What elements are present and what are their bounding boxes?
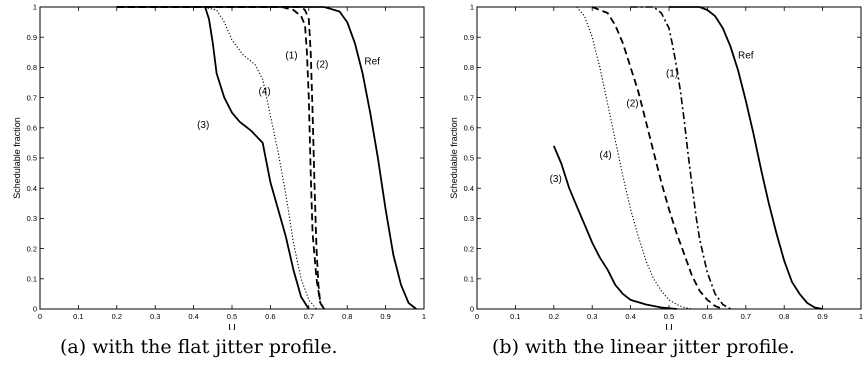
chart-linear-jitter: 0 0.1 0.2 0.3 0.4 0.5 0.6 0.7 0.8 0.9 1 0 0.1 0.2 0.3 0…: [449, 3, 863, 334]
series-line-2: [591, 6, 724, 310]
x-tick-label: 0.2: [549, 312, 559, 321]
y-tick-label: 0.8: [464, 63, 474, 72]
caption-flat-jitter: (a) with the flat jitter profile.: [60, 336, 338, 358]
x-tick-label: 1: [859, 312, 863, 321]
x-tick-label: 0.3: [587, 312, 597, 321]
y-tick-label: 0.8: [27, 63, 37, 72]
x-tick-label: 0.4: [625, 312, 635, 321]
series-label-ref: Ref: [364, 56, 380, 67]
y-axis-label: Schedulable fraction: [12, 117, 22, 199]
chart-flat-jitter: 0 0.1 0.2 0.3 0.4 0.5 0.6 0.7 0.8 0.9 1 0 0.1 0.2 0.3 0…: [12, 3, 426, 334]
series-label-4: (4): [259, 87, 271, 98]
series-line-4: [576, 6, 693, 310]
series-line-1: [630, 6, 731, 310]
y-tick-label: 0.4: [27, 184, 37, 193]
y-tick-label: 0.1: [464, 275, 474, 284]
x-axis-label: U: [665, 322, 673, 330]
x-tick-label: 0: [475, 312, 479, 321]
x-tick-label: 1: [422, 312, 426, 321]
plot-frame: [39, 6, 425, 310]
y-tick-label: 0.1: [27, 275, 37, 284]
plot-frame: [476, 6, 862, 310]
x-tick-label: 0.9: [817, 312, 827, 321]
x-tick-label: 0.3: [150, 312, 160, 321]
x-tick-label: 0.1: [73, 312, 83, 321]
series-label-ref: Ref: [738, 50, 754, 61]
chart-panel-flat-jitter: 0 0.1 0.2 0.3 0.4 0.5 0.6 0.7 0.8 0.9 1 0 0.1 0.2 0.3 0…: [0, 0, 428, 335]
chart-panel-linear-jitter: 0 0.1 0.2 0.3 0.4 0.5 0.6 0.7 0.8 0.9 1 0 0.1 0.2 0.3 0…: [437, 0, 865, 335]
series-label-2: (2): [626, 99, 638, 110]
series-label-4: (4): [600, 150, 612, 161]
x-tick-label: 0.4: [188, 312, 198, 321]
x-tick-label: 0.8: [779, 312, 789, 321]
caption-linear-jitter: (b) with the linear jitter profile.: [492, 336, 795, 358]
y-tick-label: 0.2: [27, 244, 37, 253]
x-tick-label: 0.9: [380, 312, 390, 321]
series-line-4: [201, 6, 317, 310]
x-tick-label: 0.6: [702, 312, 712, 321]
y-tick-label: 1: [470, 3, 474, 12]
series-line-1: [116, 6, 325, 310]
y-tick-label: 0.9: [27, 33, 37, 42]
series-line-2: [116, 6, 325, 310]
x-tick-label: 0.6: [265, 312, 275, 321]
series-line-3: [204, 6, 310, 310]
y-tick-label: 0.6: [464, 124, 474, 133]
y-tick-label: 0.7: [464, 93, 474, 102]
x-tick-label: 0.5: [664, 312, 674, 321]
y-tick-label: 0.6: [27, 124, 37, 133]
y-tick-label: 1: [33, 3, 37, 12]
y-tick-label: 0.9: [464, 33, 474, 42]
x-tick-label: 0.7: [304, 312, 314, 321]
series-label-1: (1): [666, 68, 678, 79]
series-label-1: (1): [285, 50, 297, 61]
x-axis-label: U: [228, 322, 236, 330]
y-tick-label: 0.4: [464, 184, 474, 193]
x-tick-label: 0: [38, 312, 42, 321]
x-tick-label: 0.2: [112, 312, 122, 321]
y-tick-label: 0: [33, 305, 37, 314]
y-tick-label: 0.5: [27, 154, 37, 163]
x-tick-label: 0.5: [227, 312, 237, 321]
y-axis-label: Schedulable fraction: [449, 117, 459, 199]
y-tick-label: 0.5: [464, 154, 474, 163]
series-line-ref: [116, 6, 417, 310]
x-tick-label: 0.1: [510, 312, 520, 321]
y-tick-label: 0.2: [464, 244, 474, 253]
y-tick-label: 0.3: [464, 214, 474, 223]
y-tick-label: 0.7: [27, 93, 37, 102]
series-label-2: (2): [316, 59, 328, 70]
y-tick-label: 0: [470, 305, 474, 314]
series-line-ref: [669, 6, 823, 310]
x-tick-label: 0.7: [741, 312, 751, 321]
series-line-3: [552, 145, 677, 310]
series-label-3: (3): [550, 174, 562, 185]
series-label-3: (3): [197, 120, 209, 131]
y-tick-label: 0.3: [27, 214, 37, 223]
x-tick-label: 0.8: [342, 312, 352, 321]
